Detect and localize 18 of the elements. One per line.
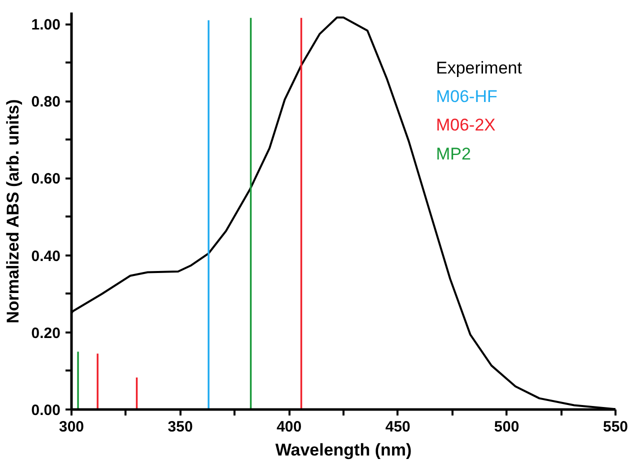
x-tick-label: 550 <box>602 418 628 436</box>
text: Experiment <box>436 58 522 78</box>
x-tick-label: 300 <box>58 418 84 436</box>
y-tick-label: 0.00 <box>31 402 61 419</box>
text: MP2 <box>436 144 471 164</box>
text: M06-2X <box>436 116 496 135</box>
y-tick-label: 0.60 <box>31 170 61 188</box>
y-tick-label: 0.20 <box>31 324 61 342</box>
x-axis-title: Wavelength (nm) <box>275 440 412 460</box>
x-tick-label: 500 <box>494 418 520 436</box>
y-axis-title: Normalized ABS (arb. units) <box>3 99 22 324</box>
x-tick-label: 450 <box>385 418 410 436</box>
y-tick-label: 0.40 <box>31 248 61 265</box>
text: M06-HF <box>436 87 498 106</box>
x-tick-label: 350 <box>168 418 193 436</box>
y-tick-label: 1.00 <box>31 16 61 34</box>
x-tick-label: 400 <box>276 418 302 436</box>
y-tick-label: 0.80 <box>31 94 61 111</box>
